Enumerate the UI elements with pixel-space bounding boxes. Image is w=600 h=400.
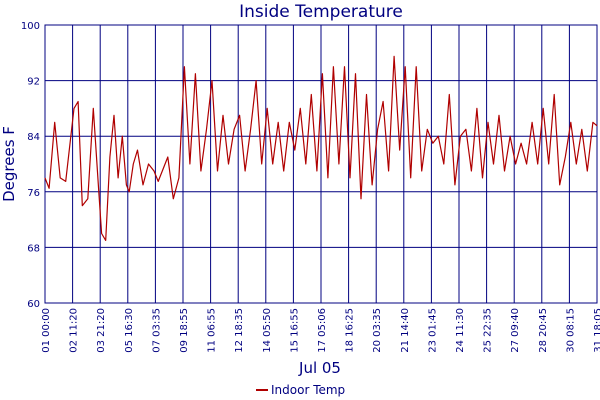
- x-tick-labels: 01 00:00 02 11:20 03 21:20 05 16:30 07 03:35…: [41, 308, 600, 353]
- y-tick-label: 92: [27, 77, 40, 88]
- series-layer: [44, 55, 598, 241]
- x-tick-label: 23 01:45: [427, 308, 438, 353]
- y-tick-label: 100: [21, 21, 40, 32]
- plot-frame: [44, 24, 598, 304]
- x-tick-label: 20 03:35: [372, 308, 383, 353]
- x-tick-label: 12 18:35: [234, 308, 245, 353]
- x-tick-label: 09 18:55: [179, 308, 190, 353]
- x-tick-label: 05 16:30: [124, 308, 135, 353]
- x-axis-title: Jul 05: [298, 359, 341, 377]
- series-line-indoor-temp: [44, 55, 598, 241]
- x-tick-label: 14 05:50: [262, 308, 273, 353]
- grid-lines: [44, 24, 598, 304]
- x-tick-label: 25 22:35: [483, 308, 494, 353]
- y-axis-title: Degrees F: [0, 126, 18, 202]
- chart-title: Inside Temperature: [239, 2, 403, 22]
- x-tick-label: 21 14:40: [400, 308, 411, 353]
- x-tick-label: 24 11:30: [455, 308, 466, 353]
- y-tick-label: 60: [27, 299, 40, 310]
- y-tick-label: 68: [27, 243, 40, 254]
- x-tick-label: 01 00:00: [41, 308, 52, 353]
- x-tick-label: 27 09:40: [510, 308, 521, 353]
- x-tick-label: 03 21:20: [96, 308, 107, 353]
- x-tick-label: 30 08:15: [565, 308, 576, 353]
- x-tick-label: 15 16:55: [289, 308, 300, 353]
- x-tick-label: 17 05:06: [317, 308, 328, 353]
- x-tick-label: 07 03:35: [151, 308, 162, 353]
- legend: Indoor Temp: [256, 383, 345, 397]
- y-tick-label: 84: [27, 132, 40, 143]
- x-tick-label: 31 18:05: [593, 308, 600, 353]
- y-tick-labels: 60 68 76 84 92 100: [21, 21, 40, 310]
- x-tick-label: 28 20:45: [538, 308, 549, 353]
- legend-label-indoor-temp: Indoor Temp: [271, 383, 345, 397]
- x-tick-label: 11 06:55: [207, 308, 218, 353]
- x-tick-label: 02 11:20: [69, 308, 80, 353]
- y-tick-label: 76: [27, 188, 40, 199]
- x-tick-label: 18 16:25: [345, 308, 356, 353]
